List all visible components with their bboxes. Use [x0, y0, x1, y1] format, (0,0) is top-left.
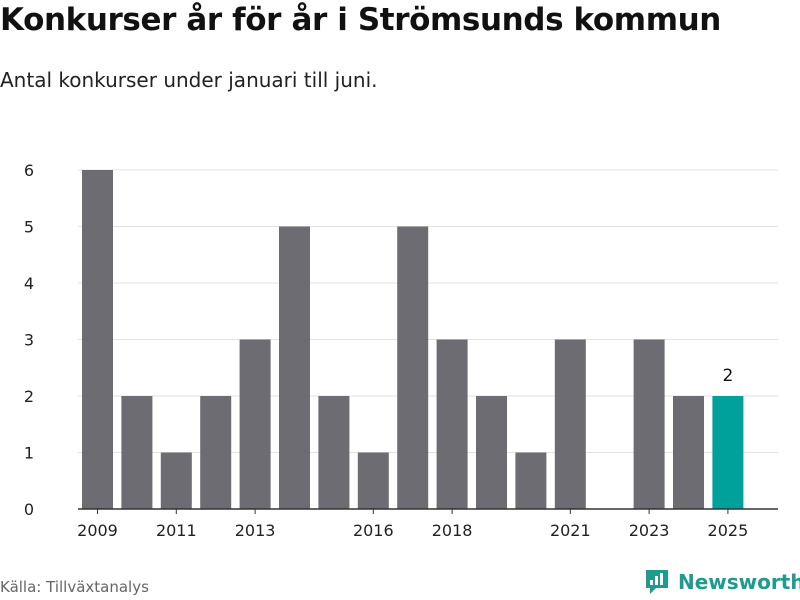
y-tick-label: 1: [24, 444, 34, 463]
y-tick-label: 5: [24, 218, 34, 237]
y-tick-label: 2: [24, 387, 34, 406]
x-tick-label: 2011: [156, 521, 197, 540]
bar-2023: [633, 339, 665, 509]
x-tick-label: 2013: [235, 521, 276, 540]
bar-2019: [476, 396, 507, 509]
bar-2013: [239, 339, 271, 509]
bar-2025: [712, 396, 744, 509]
bar-2024: [673, 396, 704, 509]
brand-name: Newsworthy: [678, 570, 800, 594]
source-note: Källa: Tillväxtanalys: [0, 578, 149, 596]
x-tick-label: 2018: [432, 521, 473, 540]
bar-2016: [357, 452, 389, 509]
chart-subtitle: Antal konkurser under januari till juni.: [0, 68, 378, 92]
bar-2018: [436, 339, 468, 509]
newsworthy-logo-icon: [646, 570, 668, 594]
brand-logo: Newsworthy: [644, 568, 800, 596]
x-tick-label: 2025: [708, 521, 749, 540]
y-tick-label: 3: [24, 331, 34, 350]
bar-2017: [397, 226, 429, 509]
bar-2021: [554, 339, 586, 509]
x-tick-label: 2009: [77, 521, 118, 540]
bar-2020: [515, 452, 547, 509]
bar-2012: [200, 396, 232, 509]
bar-2014: [279, 226, 310, 509]
chart-title: Konkurser år för år i Strömsunds kommun: [0, 2, 721, 38]
x-tick-label: 2016: [353, 521, 394, 540]
y-tick-label: 4: [24, 274, 34, 293]
bar-2011: [160, 452, 192, 509]
y-tick-label: 0: [24, 500, 34, 519]
bar-chart: 0 1 2 3 4 5 6 2009 2011 2013 2016 2018 2021 2023 2025 2: [24, 161, 778, 540]
bar-2015: [318, 396, 350, 509]
bar-2010: [121, 396, 153, 509]
bar-2009: [82, 170, 113, 509]
y-tick-label: 6: [24, 161, 34, 180]
data-label: 2: [722, 366, 733, 386]
x-tick-label: 2021: [550, 521, 591, 540]
x-tick-label: 2023: [629, 521, 670, 540]
